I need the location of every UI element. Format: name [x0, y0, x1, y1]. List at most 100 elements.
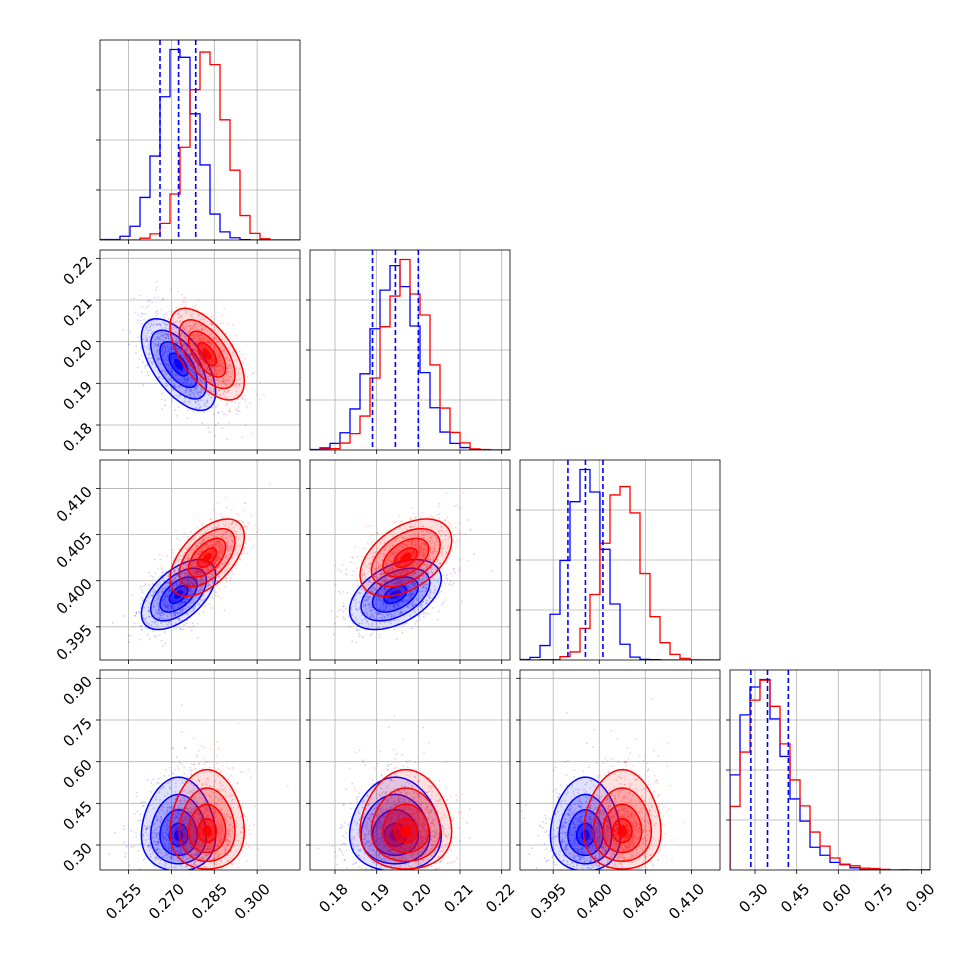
sample-point — [189, 588, 191, 590]
sample-point — [174, 569, 176, 572]
sample-point — [420, 560, 423, 563]
sample-point — [169, 607, 172, 610]
sample-point — [189, 394, 192, 396]
sample-point — [194, 573, 197, 576]
sample-point — [151, 301, 153, 304]
sample-point — [148, 584, 151, 586]
sample-point — [189, 311, 192, 313]
sample-point — [204, 578, 206, 581]
sample-point — [208, 533, 211, 536]
sample-point — [161, 601, 164, 604]
sample-point — [111, 621, 114, 624]
sample-point — [193, 393, 196, 395]
sample-point — [140, 596, 143, 599]
sample-point — [201, 579, 204, 581]
sample-point — [210, 573, 212, 576]
sample-point — [223, 573, 226, 575]
sample-point — [415, 564, 418, 566]
sample-point — [185, 574, 188, 577]
sample-point — [190, 561, 193, 564]
y-tick-label: 0.22 — [59, 252, 95, 288]
sample-point — [200, 318, 203, 321]
sample-point — [197, 354, 200, 356]
sample-point — [213, 546, 216, 548]
sample-point — [238, 386, 240, 388]
sample-point — [167, 364, 170, 367]
sample-point — [222, 367, 225, 369]
sample-point — [164, 359, 166, 361]
sample-point — [184, 305, 187, 308]
sample-point — [186, 558, 189, 561]
sample-point — [205, 347, 208, 349]
sample-point — [380, 618, 383, 621]
sample-point — [234, 408, 237, 411]
sample-point — [180, 334, 182, 337]
sample-point — [416, 596, 419, 599]
sample-point — [219, 548, 222, 551]
sample-point — [191, 562, 194, 565]
sample-point — [160, 368, 163, 371]
sample-point — [188, 352, 191, 355]
sample-point — [140, 354, 143, 357]
sample-point — [220, 553, 223, 555]
sample-point — [186, 573, 189, 576]
sample-point — [212, 359, 215, 362]
sample-point — [369, 609, 371, 611]
sample-point — [200, 579, 202, 582]
sample-point — [201, 374, 203, 377]
sample-point — [232, 522, 234, 525]
sample-point — [216, 365, 219, 368]
sample-point — [194, 333, 197, 336]
sample-point — [386, 571, 389, 574]
sample-point — [162, 598, 164, 601]
sample-point — [222, 361, 225, 364]
sample-point — [207, 375, 210, 378]
sample-point — [183, 602, 186, 604]
sample-point — [196, 545, 199, 547]
sample-point — [361, 619, 364, 622]
sample-point — [172, 598, 174, 601]
sample-point — [201, 316, 203, 319]
sample-point — [184, 303, 187, 306]
sample-point — [208, 360, 210, 363]
sample-point — [203, 364, 206, 367]
sample-point — [216, 341, 218, 343]
sample-point — [179, 583, 182, 586]
sample-point — [133, 622, 136, 624]
sample-point — [165, 582, 168, 585]
sample-point — [171, 400, 174, 403]
sample-point — [360, 592, 362, 595]
sample-point — [204, 316, 206, 319]
sample-point — [199, 551, 202, 554]
sample-point — [235, 523, 238, 526]
sample-point — [191, 334, 194, 337]
sample-point — [178, 612, 180, 614]
sample-point — [215, 527, 218, 529]
sample-point — [219, 567, 222, 570]
sample-point — [371, 534, 374, 537]
sample-point — [206, 570, 209, 573]
sample-point — [147, 305, 150, 307]
sample-point — [182, 601, 185, 604]
sample-point — [165, 327, 168, 330]
sample-point — [176, 599, 179, 602]
sample-point — [177, 569, 179, 572]
sample-point — [218, 533, 221, 536]
sample-point — [182, 592, 185, 594]
sample-point — [157, 591, 160, 594]
sample-point — [206, 561, 208, 564]
sample-point — [167, 575, 170, 577]
sample-point — [412, 573, 415, 576]
sample-point — [215, 580, 218, 583]
sample-point — [160, 611, 162, 613]
sample-point — [164, 605, 166, 608]
sample-point — [179, 555, 182, 558]
sample-point — [194, 571, 197, 574]
sample-point — [175, 355, 178, 358]
sample-point — [183, 297, 186, 300]
sample-point — [167, 337, 170, 340]
sample-point — [189, 589, 191, 592]
sample-point — [195, 560, 198, 563]
sample-point — [180, 293, 183, 296]
sample-point — [156, 336, 159, 339]
